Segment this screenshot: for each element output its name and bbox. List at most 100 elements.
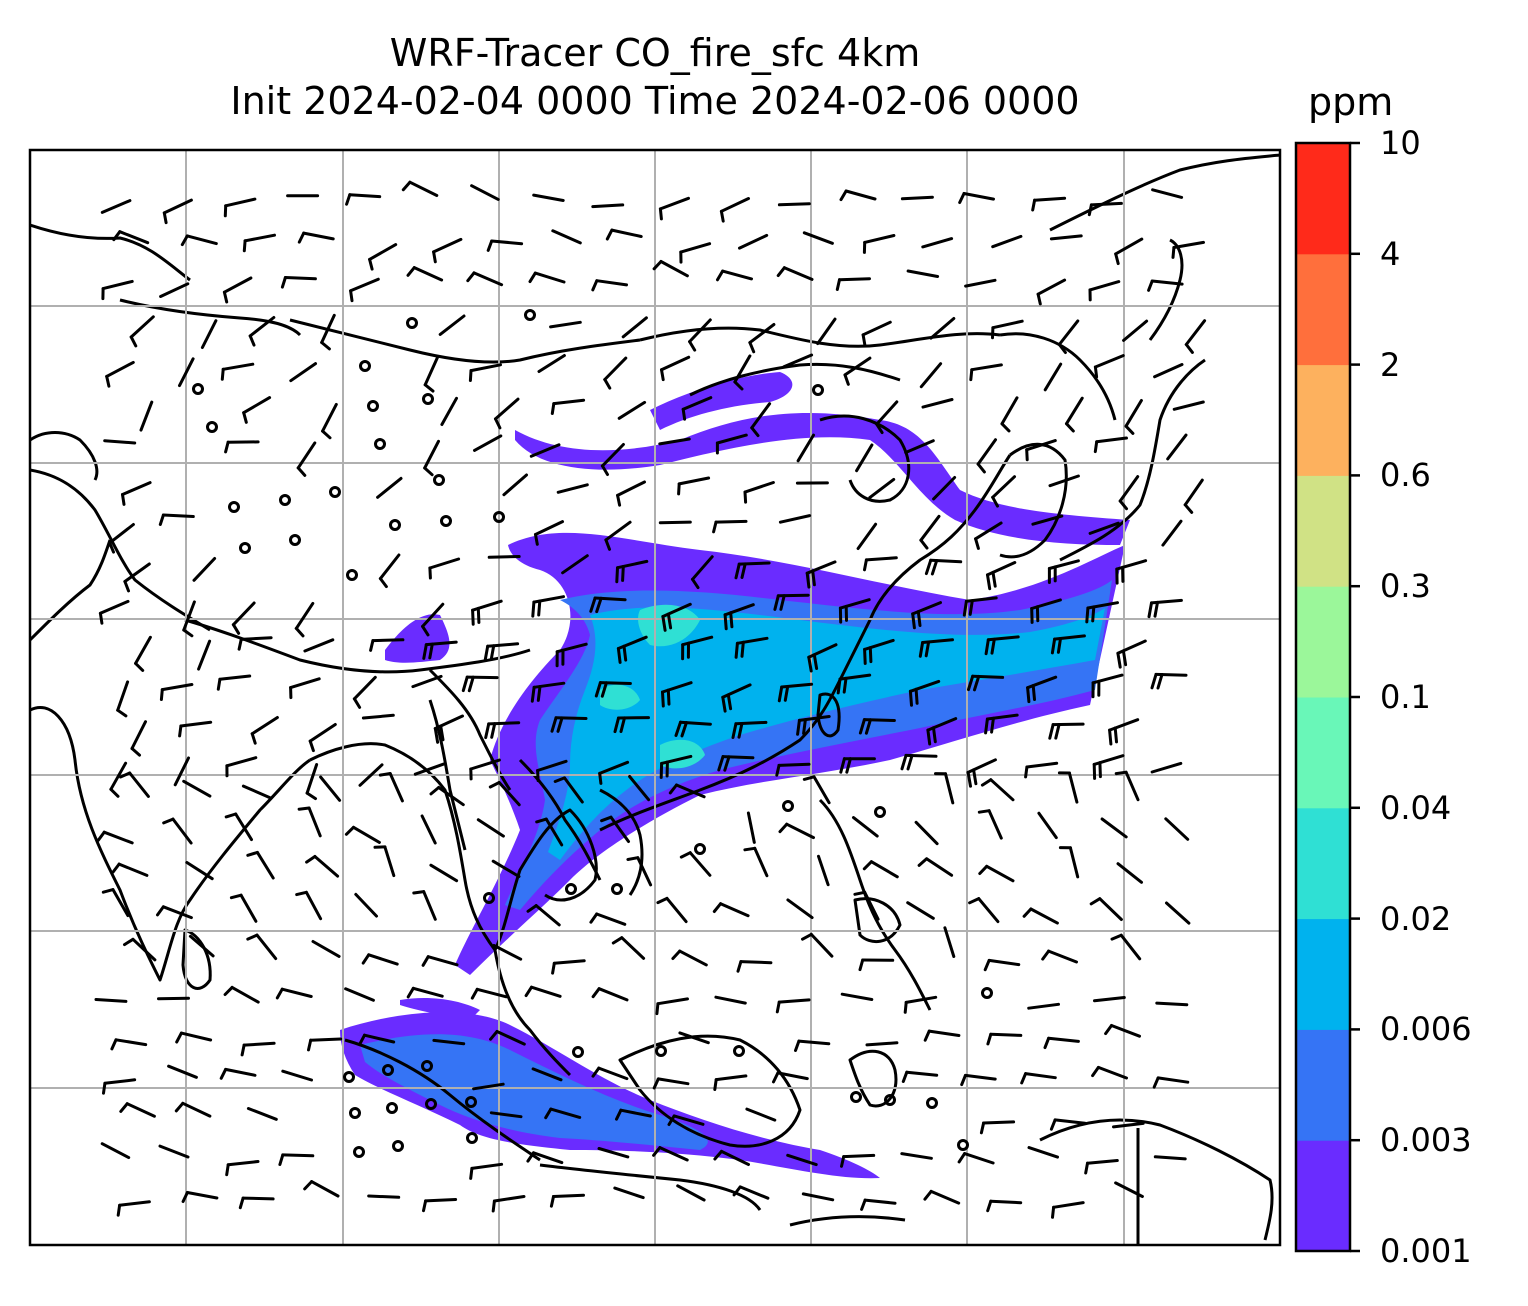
wind-barb-icon: [911, 601, 942, 630]
wind-barb-icon: [476, 818, 505, 838]
coast-china-east: [868, 454, 1012, 621]
wind-barb-icon: [188, 934, 215, 958]
wind-barb-icon: [349, 277, 380, 303]
wind-barb-icon: [748, 323, 776, 354]
wind-barb-icon: [736, 960, 773, 973]
wind-barb-icon: [976, 438, 997, 474]
wind-barb-icon: [1110, 933, 1142, 961]
wind-barb-icon: [979, 1120, 1016, 1135]
wind-barb-icon: [110, 1038, 148, 1051]
wind-barb-icon: [914, 820, 939, 846]
wind-barb-icon: [589, 912, 627, 926]
wind-barb-icon: [116, 1200, 151, 1217]
wind-barb-icon: [406, 266, 444, 282]
calm-circle-icon: [343, 1071, 355, 1083]
wind-barb-icon: [621, 316, 648, 339]
border-west-1: [30, 468, 211, 632]
coast-japan: [1059, 358, 1206, 562]
wind-barb-icon: [406, 986, 444, 999]
wind-barb-icon: [796, 715, 831, 736]
wind-barb-icon: [248, 316, 276, 347]
wind-barb-icon: [613, 1186, 645, 1200]
wind-barb-icon: [1026, 675, 1058, 704]
wind-barb-icon: [121, 481, 152, 506]
wind-barb-icon: [182, 779, 212, 798]
wind-barb-icon: [1091, 1065, 1128, 1080]
wind-barb-icon: [652, 260, 689, 278]
wind-barb-icon: [491, 1195, 526, 1213]
wind-barb-icon: [411, 674, 443, 689]
wind-barb-icon: [1085, 601, 1119, 624]
wind-barb-icon: [469, 1162, 504, 1180]
coastlines: [30, 153, 1280, 1245]
coast-indochina: [493, 808, 598, 951]
colorbar: [1294, 141, 1360, 1253]
wind-barb-icon: [852, 816, 879, 838]
calm-circle-icon: [406, 317, 418, 329]
wind-barb-icon: [358, 1033, 396, 1046]
wind-barb-icon: [615, 559, 649, 584]
wind-barb-icon: [628, 775, 651, 802]
colorbar-tick-label: 0.6: [1380, 456, 1431, 495]
calm-circle-icon: [329, 486, 341, 498]
wind-barb-icon: [719, 197, 750, 223]
calm-circle-icon: [192, 383, 204, 395]
wind-barb-icon: [794, 1039, 831, 1052]
wind-barb-icon: [1108, 718, 1140, 746]
wind-barb-icon: [1000, 396, 1019, 433]
calm-circle-icon: [392, 1140, 404, 1152]
wind-barb-icon: [1115, 559, 1148, 585]
colorbar-segment: [1296, 697, 1350, 809]
wind-barb-icon: [901, 1070, 939, 1083]
wind-barb-icon: [1124, 399, 1143, 435]
wind-barb-icon: [494, 397, 520, 430]
wind-barb-icon: [661, 602, 692, 632]
calm-circle-icon: [425, 1098, 437, 1110]
wind-barb-icon: [531, 1067, 563, 1082]
wind-barb-icon: [1031, 196, 1067, 212]
calm-circle-icon: [367, 400, 379, 412]
colorbar-tick-label: 0.1: [1380, 678, 1431, 716]
wind-barb-icon: [223, 985, 260, 1004]
wind-barb-icon: [923, 1029, 961, 1042]
wind-barb-icon: [617, 400, 647, 420]
wind-barb-icon: [167, 1064, 198, 1079]
wind-barb-icon: [1022, 907, 1059, 925]
plume-south-mid: [360, 1034, 708, 1150]
wind-barb-icon: [178, 357, 195, 388]
wind-barb-icon: [123, 562, 151, 593]
calm-circle-icon: [349, 1107, 361, 1119]
wind-barb-icon: [717, 755, 755, 772]
wind-barb-icon: [652, 1077, 690, 1090]
wind-barb-icon: [594, 681, 632, 698]
wind-barb-icon: [111, 862, 149, 877]
wind-barb-icon: [311, 940, 341, 958]
coast-timor: [789, 1215, 906, 1227]
wind-barb-icon: [983, 958, 1021, 972]
wind-barb-icon: [802, 775, 831, 805]
wind-barb-icon: [526, 904, 561, 927]
wind-barb-icon: [656, 896, 688, 924]
wind-barb-icon: [1100, 817, 1128, 839]
calm-circle-icon: [466, 1132, 478, 1144]
wind-barb-icon: [101, 888, 130, 918]
wind-barb-icon: [958, 192, 995, 204]
wind-barb-icon: [109, 761, 128, 798]
wind-barb-icon: [978, 864, 1015, 883]
coast-arabia: [30, 223, 191, 282]
wind-barb-icon: [777, 682, 814, 703]
wind-barb-icon: [401, 180, 439, 197]
wind-barb-icon: [345, 193, 382, 206]
wind-barb-icon: [216, 674, 252, 691]
wind-barb-icon: [943, 926, 956, 958]
calm-circle-icon: [359, 360, 371, 372]
wind-barb-icon: [1025, 439, 1057, 462]
wind-barb-icon: [1184, 319, 1207, 354]
colorbar-segment: [1296, 586, 1350, 698]
wind-barb-icon: [977, 809, 1003, 840]
wind-barb-icon: [1058, 846, 1080, 879]
coast-russia-east: [1049, 153, 1280, 232]
wind-barb-icon: [180, 234, 218, 247]
wind-barb-icon: [1164, 817, 1190, 841]
wind-barb-icon: [1057, 771, 1079, 804]
